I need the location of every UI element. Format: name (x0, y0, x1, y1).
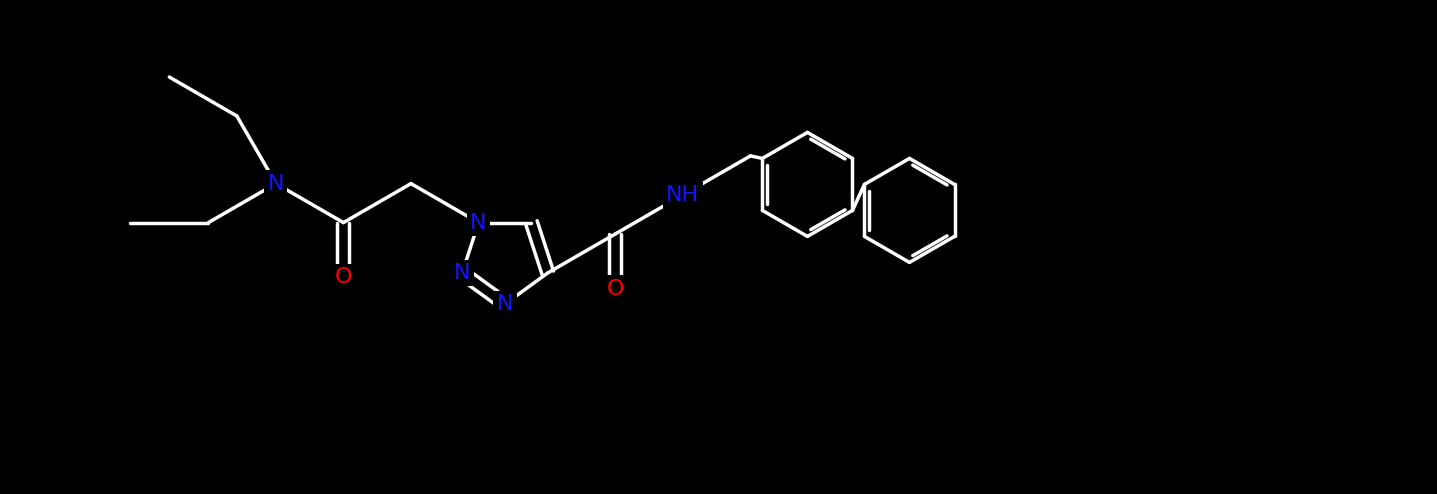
Text: N: N (454, 263, 470, 283)
Text: O: O (606, 279, 624, 298)
Text: N: N (267, 173, 285, 194)
Text: NH: NH (667, 185, 700, 205)
Text: N: N (470, 212, 487, 233)
Text: N: N (497, 294, 513, 314)
Text: O: O (335, 267, 352, 287)
